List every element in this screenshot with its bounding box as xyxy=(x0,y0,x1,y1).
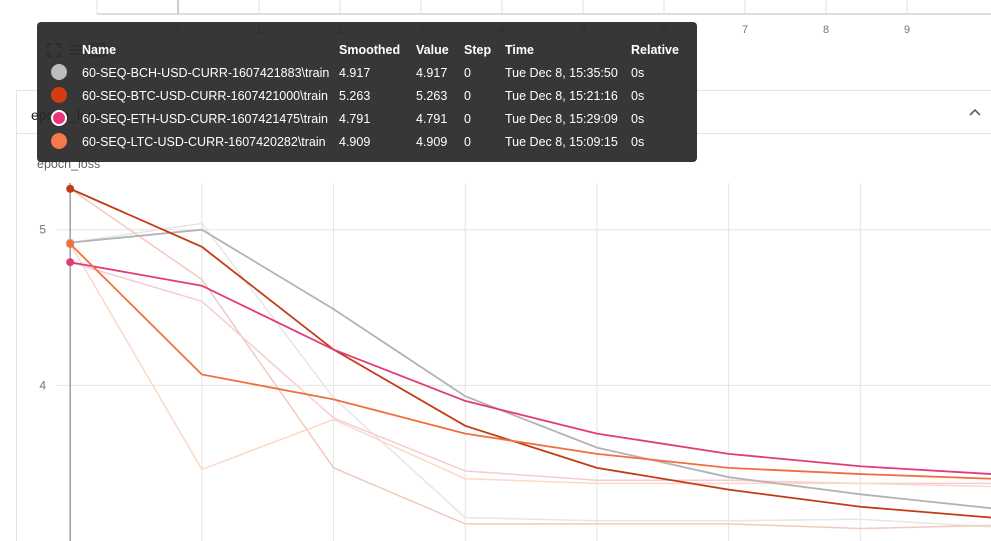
relative-value: 0s xyxy=(631,66,645,80)
run-name: 60-SEQ-LTC-USD-CURR-1607420282\train xyxy=(82,135,326,149)
raw-series-line xyxy=(69,243,991,488)
series-color-dot xyxy=(51,87,67,103)
raw-value: 4.917 xyxy=(416,66,448,80)
top-x-tick: 9 xyxy=(904,24,910,36)
relative-value: 0s xyxy=(631,112,645,126)
hover-point xyxy=(66,258,75,267)
scalar-card: epoch_loss epoch_loss 54 xyxy=(16,90,991,541)
step-value: 0 xyxy=(464,135,471,149)
header-relative: Relative xyxy=(631,43,679,57)
series-line xyxy=(69,187,991,519)
smoothed-value: 4.917 xyxy=(339,66,371,80)
time-value: Tue Dec 8, 15:21:16 xyxy=(505,89,618,103)
relative-value: 0s xyxy=(631,89,645,103)
header-smoothed: Smoothed xyxy=(339,43,401,57)
hover-point xyxy=(66,239,75,248)
raw-series-line xyxy=(69,188,991,530)
series-color-dot xyxy=(51,110,67,126)
smoothed-value: 4.909 xyxy=(339,135,371,149)
tooltip-row: 60-SEQ-LTC-USD-CURR-1607420282\train 4.9… xyxy=(37,131,697,153)
raw-value: 5.263 xyxy=(416,89,448,103)
tooltip-row: 60-SEQ-BCH-USD-CURR-1607421883\train 4.9… xyxy=(37,62,697,84)
tooltip-row: 60-SEQ-BTC-USD-CURR-1607421000\train 5.2… xyxy=(37,85,697,107)
relative-value: 0s xyxy=(631,135,645,149)
time-value: Tue Dec 8, 15:09:15 xyxy=(505,135,618,149)
run-name: 60-SEQ-BTC-USD-CURR-1607421000\train xyxy=(82,89,328,103)
series-line xyxy=(70,261,991,475)
series-line xyxy=(70,228,991,510)
raw-series-line xyxy=(69,261,991,485)
hover-point xyxy=(66,184,75,193)
run-name: 60-SEQ-BCH-USD-CURR-1607421883\train xyxy=(82,66,330,80)
top-chart-gridlines xyxy=(96,0,991,15)
run-name: 60-SEQ-ETH-USD-CURR-1607421475\train xyxy=(82,112,328,126)
step-value: 0 xyxy=(464,89,471,103)
time-value: Tue Dec 8, 15:29:09 xyxy=(505,112,618,126)
top-x-tick: 8 xyxy=(823,24,829,36)
header-value: Value xyxy=(416,43,449,57)
header-step: Step xyxy=(464,43,492,57)
chevron-up-icon[interactable] xyxy=(964,101,986,123)
step-value: 0 xyxy=(464,66,471,80)
loss-chart[interactable]: 54 xyxy=(17,91,991,541)
step-value: 0 xyxy=(464,112,471,126)
header-time: Time xyxy=(505,43,534,57)
time-value: Tue Dec 8, 15:35:50 xyxy=(505,66,618,80)
series-color-dot xyxy=(51,64,67,80)
hover-tooltip: Name Smoothed Value Step Time Relative 6… xyxy=(37,22,697,162)
smoothed-value: 5.263 xyxy=(339,89,371,103)
series-line xyxy=(69,243,991,480)
tooltip-row: 60-SEQ-ETH-USD-CURR-1607421475\train 4.7… xyxy=(37,108,697,130)
raw-value: 4.791 xyxy=(416,112,448,126)
series-color-dot xyxy=(51,133,67,149)
tooltip-header: Name Smoothed Value Step Time Relative xyxy=(37,39,697,61)
y-tick-label: 4 xyxy=(39,378,46,392)
top-x-tick: 7 xyxy=(742,24,748,36)
smoothed-value: 4.791 xyxy=(339,112,371,126)
y-tick-label: 5 xyxy=(39,223,46,237)
raw-value: 4.909 xyxy=(416,135,448,149)
header-name: Name xyxy=(82,43,117,57)
raw-series-line xyxy=(70,222,991,528)
